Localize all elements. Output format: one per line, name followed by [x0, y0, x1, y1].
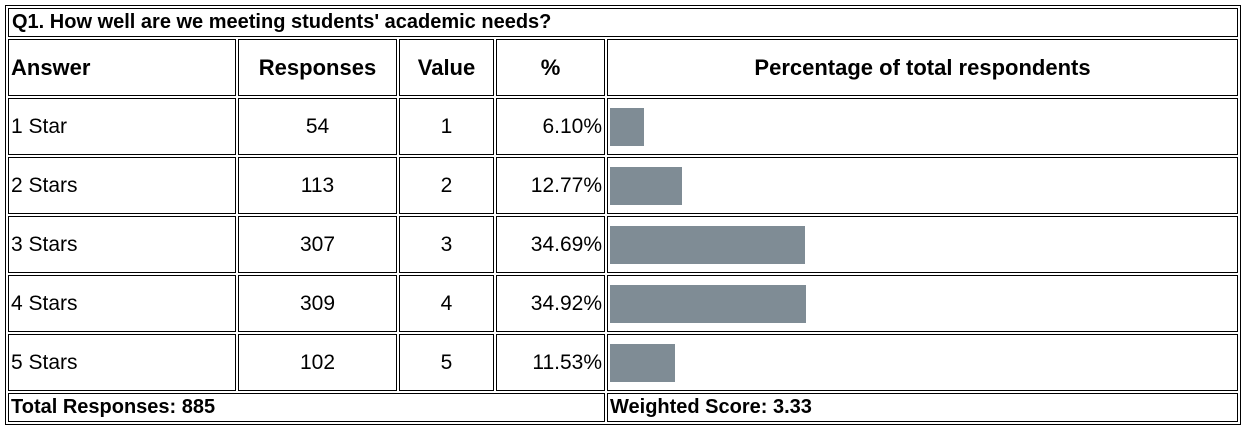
responses: 102	[238, 334, 397, 391]
bar	[610, 107, 645, 146]
answer: 1 Star	[8, 98, 236, 155]
row: 4 Stars 309 4 34.92%	[8, 275, 1238, 332]
value: 1	[399, 98, 494, 155]
value: 3	[399, 216, 494, 273]
answer: 2 Stars	[8, 157, 236, 214]
row: 3 Stars 307 3 34.69%	[8, 216, 1238, 273]
bar	[610, 225, 805, 264]
responses: 309	[238, 275, 397, 332]
percent: 11.53%	[496, 334, 605, 391]
bar-cell	[607, 157, 1238, 214]
results-table: Q1. How well are we meeting students' ac…	[5, 5, 1241, 425]
column-header: Percentage of total respondents	[607, 39, 1238, 96]
bar	[610, 166, 682, 205]
table-title: Q1. How well are we meeting students' ac…	[8, 8, 1238, 37]
bar	[610, 284, 807, 323]
bar-cell	[607, 275, 1238, 332]
weighted-score: Weighted Score: 3.33	[607, 393, 1238, 422]
column-header: Answer	[8, 39, 236, 96]
row: 1 Star 54 1 6.10%	[8, 98, 1238, 155]
bar	[610, 343, 675, 382]
value: 5	[399, 334, 494, 391]
total-responses: Total Responses: 885	[8, 393, 605, 422]
row: 5 Stars 102 5 11.53%	[8, 334, 1238, 391]
row: 2 Stars 113 2 12.77%	[8, 157, 1238, 214]
percent: 12.77%	[496, 157, 605, 214]
responses: 113	[238, 157, 397, 214]
percent: 6.10%	[496, 98, 605, 155]
answer: 3 Stars	[8, 216, 236, 273]
column-header: %	[496, 39, 605, 96]
responses: 54	[238, 98, 397, 155]
bar-cell	[607, 216, 1238, 273]
value: 2	[399, 157, 494, 214]
bar-cell	[607, 98, 1238, 155]
answer: 5 Stars	[8, 334, 236, 391]
percent: 34.69%	[496, 216, 605, 273]
column-header: Value	[399, 39, 494, 96]
percent: 34.92%	[496, 275, 605, 332]
value: 4	[399, 275, 494, 332]
answer: 4 Stars	[8, 275, 236, 332]
responses: 307	[238, 216, 397, 273]
bar-cell	[607, 334, 1238, 391]
column-header: Responses	[238, 39, 397, 96]
